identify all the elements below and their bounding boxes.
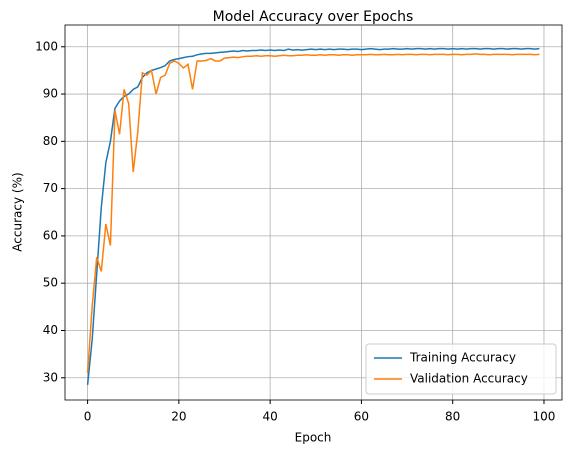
y-tick-label: 70 (43, 181, 58, 195)
y-tick-label: 100 (35, 39, 58, 53)
y-tick-label: 40 (43, 323, 58, 337)
x-axis-label: Epoch (295, 431, 332, 445)
y-tick-label: 30 (43, 370, 58, 384)
y-tick-label: 80 (43, 134, 58, 148)
plot-frame (64, 24, 563, 401)
x-tick-label: 0 (84, 410, 92, 424)
chart-title: Model Accuracy over Epochs (213, 9, 414, 25)
y-tick-label: 60 (43, 228, 58, 242)
x-tick-label: 80 (445, 410, 460, 424)
x-tick-label: 100 (533, 410, 556, 424)
legend-box (365, 343, 557, 395)
x-tick-label: 40 (263, 410, 278, 424)
data-line (86, 53, 540, 374)
x-tick-label: 20 (171, 410, 186, 424)
legend-label: Validation Accuracy (410, 372, 528, 386)
y-axis-label: Accuracy (%) (11, 172, 25, 251)
y-tick-label: 50 (43, 276, 58, 290)
data-line (86, 47, 540, 385)
x-tick-label: 60 (354, 410, 369, 424)
y-tick-label: 90 (43, 87, 58, 101)
legend-label: Training Accuracy (409, 351, 516, 365)
